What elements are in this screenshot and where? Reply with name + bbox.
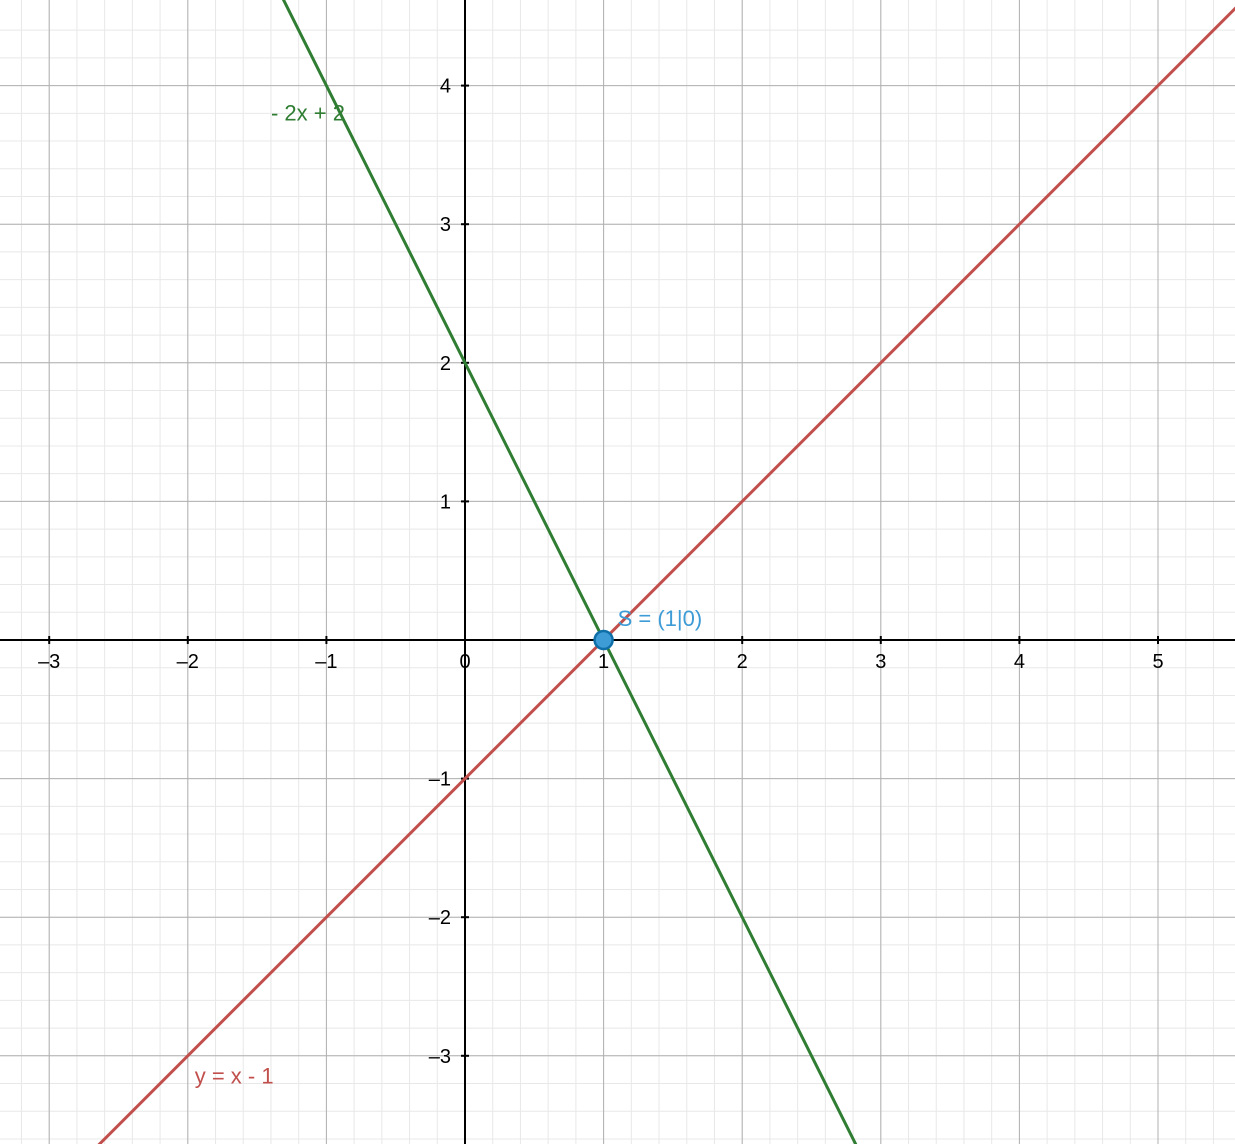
- y-tick-label: 1: [440, 491, 451, 513]
- chart-container: –3 –2 –1 0 1 2 3 4 5 –3 –2 –1 1 2 3 4 y = x - 1 - 2x + 2 S…: [0, 0, 1235, 1144]
- y-tick-label: –1: [429, 769, 451, 791]
- y-tick-label: 3: [440, 214, 451, 236]
- x-tick-label: 3: [875, 651, 886, 673]
- plot-line-label-line2: - 2x + 2: [271, 100, 345, 125]
- x-tick-label: 5: [1152, 651, 1163, 673]
- x-tick-label: 4: [1014, 651, 1025, 673]
- y-tick-label: 2: [440, 353, 451, 375]
- plot-line-label-line1: y = x - 1: [195, 1064, 274, 1089]
- x-tick-label: 2: [737, 651, 748, 673]
- x-tick-label: –2: [177, 651, 199, 673]
- point-label-S: S = (1|0): [618, 606, 703, 631]
- y-tick-label: 4: [440, 76, 451, 98]
- x-tick-label: 1: [598, 651, 609, 673]
- x-tick-label: –3: [38, 651, 60, 673]
- y-tick-label: –2: [429, 907, 451, 929]
- x-tick-label: 0: [459, 651, 470, 673]
- coordinate-plane[interactable]: –3 –2 –1 0 1 2 3 4 5 –3 –2 –1 1 2 3 4 y = x - 1 - 2x + 2 S…: [0, 0, 1235, 1144]
- y-tick-label: –3: [429, 1046, 451, 1068]
- x-tick-label: –1: [315, 651, 337, 673]
- point-S[interactable]: [595, 631, 613, 649]
